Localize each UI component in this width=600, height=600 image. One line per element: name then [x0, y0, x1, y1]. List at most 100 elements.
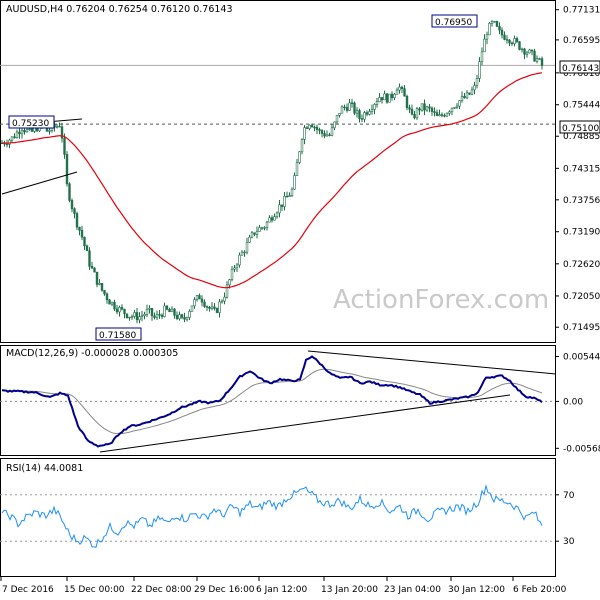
- macd-title: MACD(12,26,9) -0.000028 0.000305: [6, 348, 178, 359]
- candle-body: [215, 308, 219, 313]
- candle-body: [448, 111, 451, 114]
- price-tick-label: 0.76595: [563, 36, 600, 46]
- candle-body: [105, 293, 109, 301]
- price-tick-label: 0.74885: [563, 132, 600, 142]
- candle-body: [485, 34, 489, 40]
- candle-body: [80, 229, 84, 238]
- candle-body: [503, 34, 506, 40]
- candle-body: [8, 139, 11, 145]
- high-annotation: 0.76950: [431, 14, 478, 28]
- time-tick-label: 7 Dec 2016: [2, 585, 54, 595]
- candle-body: [200, 298, 204, 303]
- candle-body: [385, 93, 389, 103]
- candle-body: [523, 48, 526, 55]
- candle-body: [303, 127, 306, 140]
- candle-body: [453, 107, 456, 109]
- candle-body: [345, 107, 349, 111]
- time-tick-label: 29 Dec 16:00: [194, 585, 255, 595]
- candle-body: [535, 58, 539, 62]
- left-high-annotation: 0.75230: [8, 115, 55, 129]
- candle-body: [93, 267, 96, 273]
- candle-body: [228, 279, 231, 286]
- candle-body: [160, 314, 164, 317]
- candle-body: [358, 110, 361, 119]
- candle-body: [335, 115, 339, 123]
- candle-body: [298, 151, 301, 163]
- candle-body: [88, 250, 91, 267]
- candle-body: [418, 108, 421, 111]
- candle-body: [363, 112, 366, 120]
- candle-body: [400, 86, 404, 89]
- candle-body: [278, 204, 281, 214]
- candle-body: [530, 49, 534, 52]
- candle-body: [430, 107, 434, 112]
- candle-body: [245, 242, 249, 253]
- candle-body: [283, 195, 286, 207]
- candle-body: [205, 306, 209, 308]
- candle-body: [435, 112, 439, 117]
- macd-tick-label: 0.00: [563, 397, 583, 407]
- candle-body: [183, 317, 186, 320]
- candle-body: [390, 93, 394, 99]
- candle-body: [178, 314, 181, 319]
- candle-body: [163, 305, 166, 317]
- candle-body: [533, 50, 536, 62]
- candle-body: [95, 271, 99, 285]
- candle-body: [353, 102, 356, 114]
- candle-body: [383, 93, 386, 101]
- candle-body: [273, 216, 276, 221]
- lower-trendline: [1, 171, 78, 195]
- candle-body: [310, 124, 314, 128]
- candle-body: [405, 95, 409, 109]
- candle-body: [23, 130, 26, 133]
- candle-body: [538, 58, 541, 60]
- candle-body: [190, 305, 194, 312]
- candle-body: [378, 97, 381, 102]
- candle-body: [463, 95, 466, 99]
- candle-body: [185, 317, 189, 320]
- rsi-tick-label: 30: [563, 537, 575, 547]
- candle-body: [520, 48, 524, 51]
- candle-body: [460, 95, 464, 101]
- candle-body: [70, 200, 74, 210]
- time-tick-label: 22 Dec 08:00: [131, 585, 192, 595]
- candle-body: [60, 126, 64, 139]
- last-price-annotation: 0.76143: [559, 60, 600, 74]
- support-level-annotation: 0.75100: [559, 120, 600, 134]
- candle-body: [238, 254, 241, 266]
- candle-body: [410, 108, 414, 115]
- candle-body: [158, 314, 161, 316]
- candle-body: [120, 307, 124, 310]
- candle-body: [370, 109, 374, 112]
- candle-body: [458, 100, 461, 107]
- rsi-tick-label: 70: [563, 491, 575, 501]
- candle-body: [218, 301, 221, 313]
- candle-body: [290, 188, 294, 196]
- candle-body: [413, 113, 416, 119]
- candle-body: [275, 212, 279, 217]
- candle-body: [68, 183, 71, 201]
- candle-body: [333, 121, 336, 129]
- price-tick-label: 0.77131: [563, 6, 600, 16]
- candle-body: [233, 267, 236, 270]
- candle-body: [265, 221, 269, 228]
- time-tick-label: 23 Jan 04:00: [384, 585, 441, 595]
- candle-body: [58, 125, 61, 128]
- time-axis: 7 Dec 2016 15 Dec 00:00 22 Dec 08:00 29 Dec…: [0, 576, 567, 595]
- candle-body: [313, 126, 316, 129]
- candle-body: [495, 21, 499, 27]
- candle-body: [155, 314, 159, 318]
- candle-body: [248, 236, 251, 243]
- candle-body: [395, 89, 399, 95]
- candle-body: [515, 38, 519, 42]
- candle-body: [235, 264, 239, 269]
- candle-body: [258, 227, 261, 232]
- candle-body: [490, 21, 494, 24]
- candle-body: [98, 283, 101, 285]
- candle-body: [293, 175, 296, 190]
- price-ohlc-header: AUDUSD,H4 0.76204 0.76254 0.76120 0.7614…: [6, 4, 233, 15]
- candle-body: [473, 85, 476, 91]
- candle-body: [455, 105, 459, 108]
- candle-body: [478, 61, 481, 79]
